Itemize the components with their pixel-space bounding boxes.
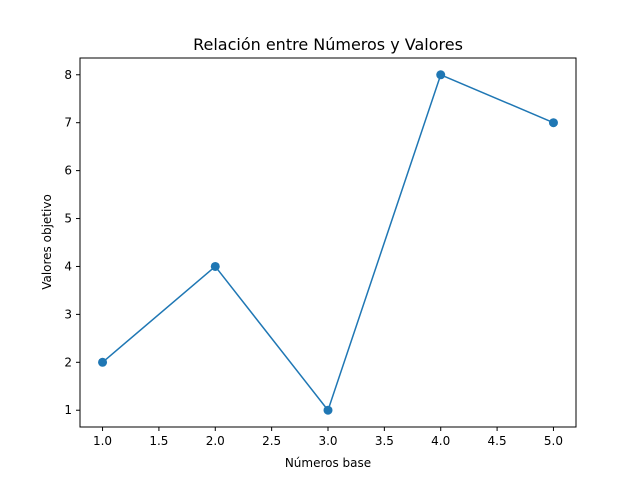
x-axis-label: Números base (285, 456, 371, 470)
data-point (323, 405, 333, 415)
y-axis: 1 2 3 4 5 6 7 8 (64, 68, 80, 417)
series-layer (98, 70, 558, 415)
x-axis: 1.0 1.5 2.0 2.5 3.0 3.5 4.0 4.5 5.0 (93, 427, 563, 448)
data-point (436, 70, 446, 80)
data-point (548, 118, 558, 128)
x-tick-label: 5.0 (544, 434, 563, 448)
x-tick-label: 3.5 (375, 434, 394, 448)
y-tick-label: 8 (64, 68, 72, 82)
y-tick-label: 7 (64, 116, 72, 130)
y-tick-label: 3 (64, 307, 72, 321)
x-tick-label: 4.0 (431, 434, 450, 448)
y-tick-label: 6 (64, 164, 72, 178)
y-axis-label: Valores objetivo (40, 194, 54, 290)
y-tick-label: 1 (64, 403, 72, 417)
y-tick-label: 4 (64, 259, 72, 273)
data-point (210, 261, 220, 271)
x-tick-label: 1.0 (93, 434, 112, 448)
y-tick-label: 5 (64, 212, 72, 226)
x-tick-label: 4.5 (488, 434, 507, 448)
y-tick-label: 2 (64, 355, 72, 369)
data-point (98, 357, 108, 367)
x-tick-label: 1.5 (149, 434, 168, 448)
x-tick-label: 2.5 (262, 434, 281, 448)
x-tick-label: 2.0 (206, 434, 225, 448)
chart-title: Relación entre Números y Valores (193, 35, 463, 54)
x-tick-label: 3.0 (318, 434, 337, 448)
